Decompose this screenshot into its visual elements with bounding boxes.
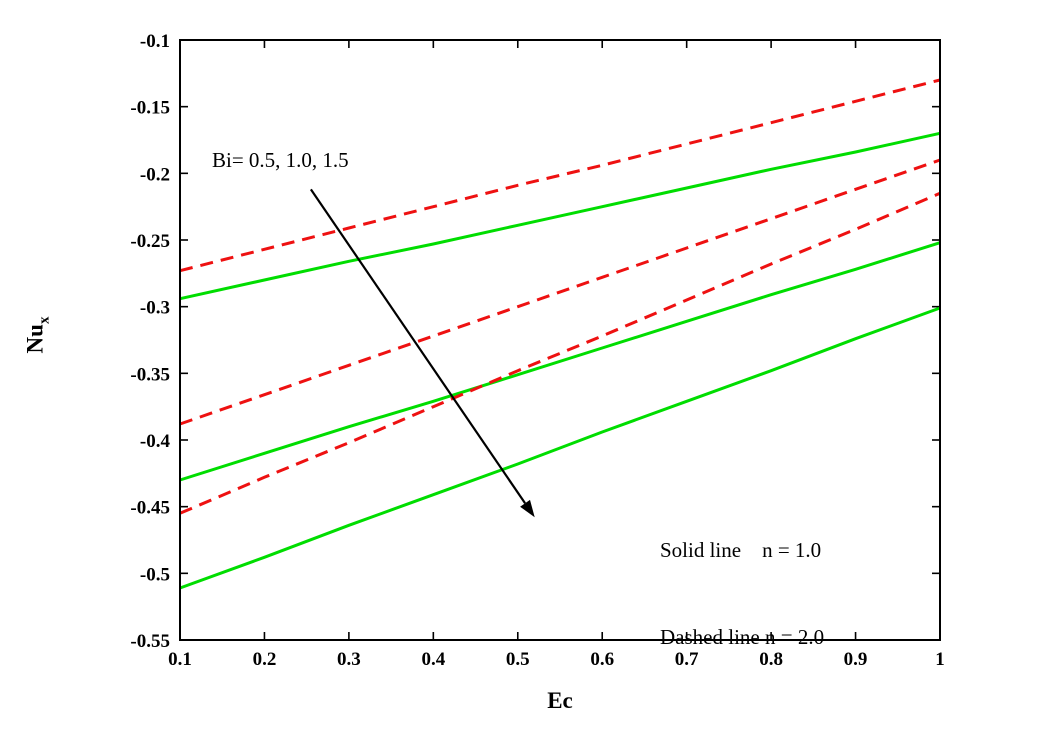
y-tick-label: -0.2: [140, 164, 170, 185]
series-solid-bi-0.5: [179, 131, 941, 301]
legend-solid-line-text: Solid line n = 1.0: [660, 538, 822, 562]
series-solid-bi-1.0: [179, 241, 941, 482]
y-tick-label: -0.1: [140, 31, 170, 52]
y-tick-label: -0.5: [140, 564, 170, 585]
plot-border: [179, 39, 941, 641]
x-tick-label: 0.8: [759, 649, 783, 670]
bi-arrow-head: [520, 499, 535, 518]
legend-dashed-line-text: Dashed line n = 2.0: [660, 625, 825, 649]
x-tick-label: 0.2: [253, 649, 277, 670]
series-solid-bi-1.5: [179, 306, 941, 590]
y-axis-label-main: Nu: [22, 324, 48, 354]
x-tick-label: 0.1: [168, 649, 192, 670]
series-dashed-bi-0.5: [179, 78, 941, 273]
y-tick-label: -0.4: [140, 431, 171, 452]
y-tick-label: -0.25: [130, 231, 170, 252]
x-tick-label: 0.3: [337, 649, 361, 670]
series-dashed-bi-1.5: [179, 191, 941, 515]
x-axis-label: Ec: [547, 688, 573, 713]
x-tick-label: 0.9: [844, 649, 868, 670]
x-tick-label: 1: [935, 649, 945, 670]
bi-annotation: Bi= 0.5, 1.0, 1.5: [212, 148, 349, 172]
y-tick-label: -0.35: [130, 364, 170, 385]
x-tick-label: 0.4: [421, 649, 445, 670]
y-tick-label: -0.55: [130, 631, 170, 652]
y-axis-label-subscript: x: [36, 316, 53, 325]
series-dashed-bi-1.0: [179, 158, 941, 426]
y-tick-label: -0.45: [130, 498, 170, 519]
line-style-legend: Solid line n = 1.0 Dashed line n = 2.0: [660, 478, 824, 710]
x-tick-label: 0.7: [675, 649, 699, 670]
y-tick-label: -0.15: [130, 98, 170, 119]
y-tick-label: -0.3: [140, 298, 170, 319]
y-axis-label: Nux: [23, 317, 54, 354]
x-tick-label: 0.6: [590, 649, 614, 670]
x-tick-label: 0.5: [506, 649, 530, 670]
bi-arrow-shaft: [309, 188, 526, 504]
